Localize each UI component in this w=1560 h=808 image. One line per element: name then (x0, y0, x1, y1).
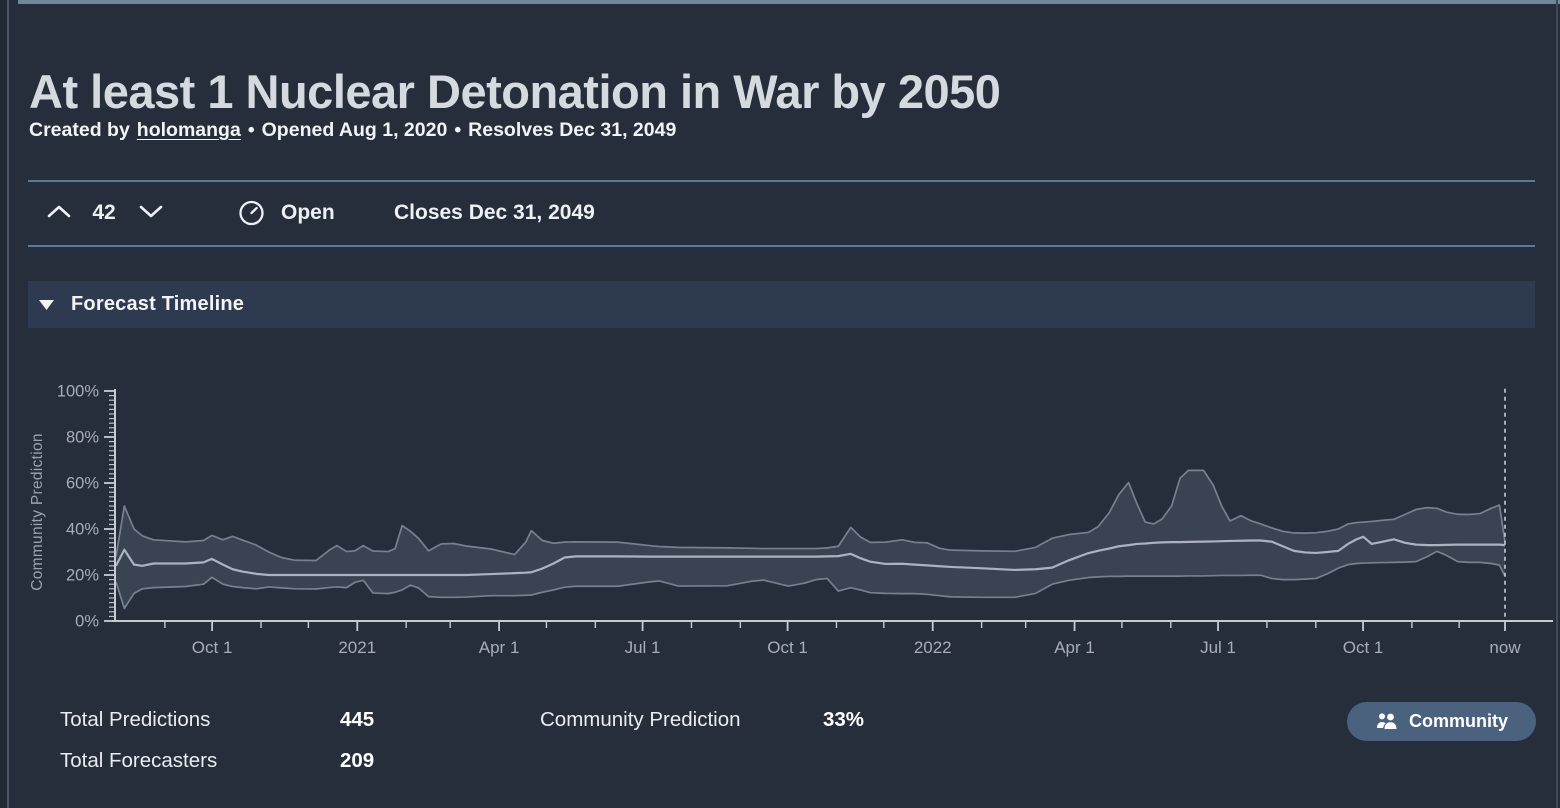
chevron-up-icon (46, 204, 72, 222)
community-button-label: Community (1409, 711, 1508, 731)
svg-text:Oct 1: Oct 1 (767, 638, 808, 657)
author-link[interactable]: holomanga (136, 119, 241, 141)
y-axis-title: Community Prediction (29, 433, 46, 591)
svg-text:Apr 1: Apr 1 (479, 638, 520, 657)
forecast-timeline-header[interactable]: Forecast Timeline (28, 281, 1535, 328)
vote-count: 42 (92, 201, 116, 224)
byline-separator: • (454, 119, 462, 141)
status-open: Open (281, 201, 335, 224)
total-predictions-value: 445 (340, 708, 375, 731)
svg-text:Jul 1: Jul 1 (625, 638, 661, 657)
svg-text:Oct 1: Oct 1 (192, 638, 233, 657)
total-forecasters-label: Total Forecasters (60, 749, 218, 772)
clock-icon (236, 198, 267, 229)
divider (28, 180, 1535, 182)
svg-text:2021: 2021 (338, 638, 376, 657)
people-icon (1375, 713, 1399, 730)
svg-text:80%: 80% (66, 429, 99, 447)
divider (28, 245, 1535, 247)
byline-separator: • (247, 119, 255, 141)
page-title: At least 1 Nuclear Detonation in War by … (29, 65, 1001, 119)
svg-text:Oct 1: Oct 1 (1343, 638, 1384, 657)
chevron-down-icon (138, 204, 164, 222)
total-predictions-label: Total Predictions (60, 708, 211, 731)
closes-date: Closes Dec 31, 2049 (394, 201, 595, 224)
svg-text:Apr 1: Apr 1 (1054, 638, 1095, 657)
byline: Created by holomanga • Opened Aug 1, 202… (29, 119, 676, 142)
total-forecasters-value: 209 (340, 749, 375, 772)
byline-opened-date: Opened Aug 1, 2020 (261, 119, 448, 141)
svg-text:60%: 60% (66, 475, 99, 493)
byline-created-by: Created by (29, 119, 130, 141)
vote-status-row: 42 Open Closes Dec 31, 2049 (0, 190, 1560, 236)
community-button[interactable]: Community (1347, 702, 1536, 741)
section-title: Forecast Timeline (71, 293, 245, 315)
svg-text:100%: 100% (57, 383, 100, 401)
scrollbar-track-edge[interactable] (1556, 0, 1558, 808)
svg-text:Jul 1: Jul 1 (1200, 638, 1236, 657)
community-prediction-value: 33% (823, 708, 865, 731)
collapse-triangle-icon (39, 299, 54, 310)
svg-text:now: now (1489, 638, 1521, 657)
svg-text:20%: 20% (66, 567, 99, 585)
svg-text:2022: 2022 (914, 638, 952, 657)
page-left-edge (0, 0, 7, 808)
top-accent-bar (18, 0, 1560, 4)
vote-down-button[interactable] (136, 202, 166, 224)
byline-resolve-date: Resolves Dec 31, 2049 (468, 119, 677, 141)
svg-text:40%: 40% (66, 521, 99, 539)
svg-text:0%: 0% (75, 613, 99, 631)
vote-up-button[interactable] (44, 202, 74, 224)
page-left-border (7, 0, 9, 808)
community-prediction-label: Community Prediction (540, 708, 741, 731)
